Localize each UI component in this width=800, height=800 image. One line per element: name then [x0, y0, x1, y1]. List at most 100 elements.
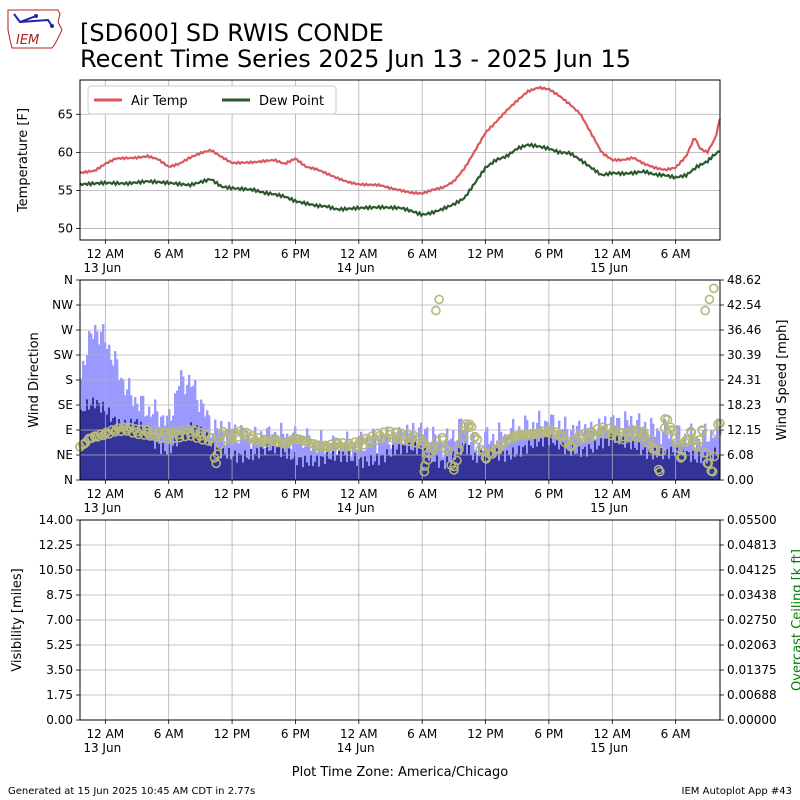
wind-gust-bar	[230, 433, 233, 480]
wind-speed-bar	[184, 425, 187, 480]
wind-speed-bar	[258, 458, 261, 480]
ceiling-tick-label: 0.05500	[727, 513, 777, 527]
wind-gust-bar	[624, 411, 627, 480]
wind-speed-bar	[424, 448, 427, 480]
wind-speed-bar	[542, 446, 545, 480]
ceiling-tick-label: 0.00688	[727, 688, 777, 702]
chart-title: [SD600] SD RWIS CONDE	[80, 19, 384, 47]
wind-speed-bar	[486, 451, 489, 480]
wind-direction-point	[346, 442, 357, 453]
wind-speed-bar	[614, 443, 617, 480]
wind-speed-bar	[306, 462, 309, 480]
ceiling-tick-label: 0.03438	[727, 588, 777, 602]
wind-speed-bar	[382, 454, 385, 480]
wind-speed-bar	[610, 433, 613, 480]
wind-speed-bar	[248, 459, 251, 480]
wind-speed-bar	[180, 433, 183, 480]
wind-speed-bar	[260, 446, 263, 480]
wind-speed-bar	[302, 467, 305, 480]
wind-gust-bar	[166, 415, 169, 480]
wind-direction-point	[417, 439, 427, 450]
wind-gust-bar	[378, 440, 381, 480]
wind-speed-bar	[474, 452, 477, 480]
wind-speed-bar	[158, 443, 161, 480]
wind-direction-point	[212, 449, 223, 459]
wind-gust-bar	[296, 443, 299, 480]
wind-speed-bar	[252, 460, 255, 480]
wind-direction-point	[487, 449, 497, 459]
wind-speed-bar	[562, 441, 565, 480]
visibility-x-tick-label: 6 PM	[534, 727, 563, 741]
wind-speed-bar	[154, 448, 157, 480]
wind-speed-bar	[216, 446, 219, 480]
wind-speed-bar	[718, 454, 721, 480]
wind-direction-point	[642, 437, 652, 448]
temperature-x-date-label: 15 Jun	[590, 261, 628, 275]
wind-speed-bar	[276, 447, 279, 480]
wind-panel: N NE E SE S SW W NW N 0.00 6.08 12.15 18.23 24.31 30.…	[27, 273, 790, 515]
temperature-legend[interactable]: Air Temp Dew Point	[87, 85, 337, 115]
wind-direction-point	[607, 430, 617, 441]
wind-direction-point	[431, 305, 441, 316]
wind-speed-bar	[160, 453, 163, 480]
wind-speed-bar	[170, 453, 173, 480]
temperature-x-tick-label: 6 AM	[661, 247, 691, 261]
wind-direction-point	[700, 447, 711, 458]
wind-direction-point	[151, 432, 161, 442]
wind-x-tick-label: 6 PM	[534, 487, 563, 501]
wind-speed-bar	[354, 453, 357, 480]
wind-speed-bar	[130, 418, 133, 480]
wind-speed-bar	[686, 451, 689, 480]
wind-direction-point	[308, 438, 319, 449]
wind-speed-bar	[652, 459, 655, 480]
wind-gust-bar	[182, 376, 185, 480]
wind-speed-bar	[592, 452, 595, 480]
wind-speed-bar	[630, 449, 633, 480]
wind-speed-bar	[626, 438, 629, 480]
wind-speed-bar	[696, 462, 699, 480]
wind-speed-bar	[244, 450, 247, 480]
wind-direction-point	[206, 432, 217, 443]
wind-speed-bar	[406, 452, 409, 480]
wind-speed-bar	[272, 441, 275, 480]
wind-direction-point	[247, 430, 258, 441]
wind-speed-bar	[632, 438, 635, 480]
wind-speed-bar	[576, 453, 579, 480]
wind-direction-point	[211, 458, 221, 469]
wind-gust-bar	[446, 428, 449, 480]
wind-speed-bar	[208, 445, 211, 480]
visibility-tick-label: 12.25	[39, 538, 73, 552]
wind-direction-point	[621, 427, 632, 437]
wind-speed-bar	[110, 421, 113, 480]
wind-gust-bar	[314, 441, 317, 480]
wind-speed-bar	[290, 459, 293, 480]
wind-speed-bar	[442, 460, 445, 480]
wind-gust-bar	[100, 331, 103, 480]
temperature-x-date-label: 13 Jun	[83, 261, 121, 275]
wind-direction-point	[215, 439, 226, 450]
wind-gust-bar	[318, 440, 321, 480]
wind-speed-bar	[508, 454, 511, 480]
wind-speed-bar	[414, 441, 417, 480]
wind-gust-bar	[236, 442, 239, 480]
wind-speed-bar	[310, 455, 313, 480]
wind-speed-bar	[172, 445, 175, 480]
wind-speed-bar	[114, 416, 117, 480]
wind-speed-bar	[480, 450, 483, 480]
visibility-x-tick-label: 6 AM	[661, 727, 691, 741]
wind-speed-bar	[532, 448, 535, 480]
wind-speed-bar	[292, 458, 295, 480]
wind-speed-bar	[308, 465, 311, 480]
wind-direction-y-label: Wind Direction	[27, 332, 42, 428]
wind-x-tick-label: 12 PM	[214, 487, 251, 501]
wind-speed-bar	[186, 433, 189, 480]
wind-gust-bar	[306, 428, 309, 480]
wind-speed-bar	[688, 452, 691, 480]
wind-x-date-label: 15 Jun	[590, 501, 628, 515]
visibility-x-tick-label: 12 AM	[340, 727, 378, 741]
wind-speed-bar	[716, 455, 719, 480]
visibility-grid	[80, 519, 720, 721]
wind-speed-bar	[554, 445, 557, 480]
wind-speed-bar	[672, 452, 675, 480]
wind-direction-point	[662, 414, 673, 425]
